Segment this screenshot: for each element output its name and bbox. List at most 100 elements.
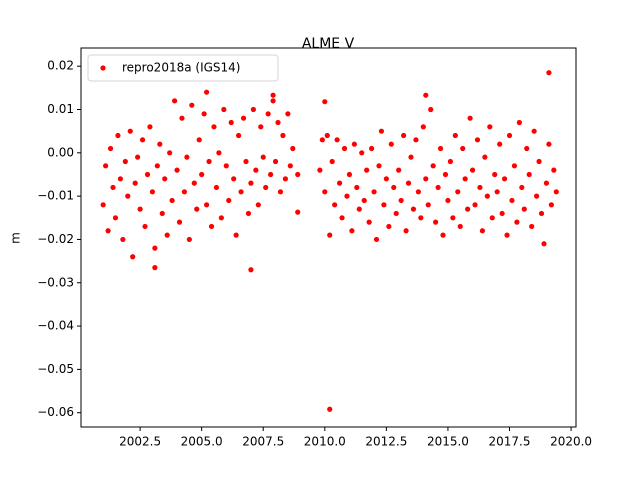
point	[334, 137, 340, 143]
point	[553, 189, 559, 195]
x-tick-label: 2015.0	[427, 435, 469, 449]
point	[371, 189, 377, 195]
point	[324, 132, 330, 139]
point	[287, 163, 293, 169]
point	[263, 184, 269, 191]
point	[238, 189, 244, 195]
point	[339, 215, 345, 221]
point	[236, 132, 242, 139]
point	[487, 124, 493, 130]
point	[265, 111, 271, 117]
point	[322, 99, 328, 105]
point	[322, 189, 328, 195]
point	[452, 132, 458, 139]
y-tick-label: −0.01	[37, 189, 74, 203]
point	[529, 223, 535, 230]
point	[425, 202, 431, 208]
point	[413, 137, 419, 143]
point	[472, 202, 478, 208]
point	[354, 184, 360, 191]
point	[203, 89, 210, 95]
point	[233, 232, 239, 238]
point	[103, 163, 109, 169]
point	[157, 141, 163, 147]
point	[137, 206, 143, 212]
point	[433, 219, 439, 225]
point	[398, 197, 404, 204]
point	[105, 228, 111, 234]
point	[191, 180, 197, 186]
point	[455, 189, 461, 195]
point	[179, 115, 185, 121]
point	[482, 154, 488, 160]
point	[533, 193, 540, 199]
point	[142, 223, 148, 230]
point	[115, 132, 121, 139]
point	[546, 70, 552, 76]
point	[154, 163, 160, 169]
point	[268, 171, 274, 178]
x-tick-label: 2005.0	[181, 435, 223, 449]
point	[499, 210, 505, 217]
point	[228, 119, 234, 126]
point	[423, 176, 429, 182]
point	[401, 132, 407, 139]
legend-box	[87, 54, 279, 82]
point	[356, 206, 362, 212]
point	[460, 145, 466, 152]
point	[132, 180, 138, 186]
point	[489, 215, 495, 221]
point	[497, 141, 503, 147]
legend-marker	[100, 65, 106, 71]
x-tick-label: 2010.0	[304, 435, 346, 449]
point	[526, 171, 532, 178]
y-tick-label: −0.06	[37, 405, 74, 419]
point	[196, 137, 202, 143]
point	[469, 167, 476, 173]
point	[381, 202, 387, 208]
point	[245, 210, 252, 217]
point	[536, 158, 542, 165]
point	[164, 232, 170, 238]
point	[474, 137, 481, 143]
point	[285, 111, 291, 117]
point	[218, 215, 224, 221]
point	[277, 189, 284, 195]
point	[201, 111, 207, 117]
point	[373, 236, 380, 243]
point	[255, 202, 261, 208]
point	[260, 154, 266, 160]
point	[465, 206, 471, 212]
point	[391, 184, 397, 191]
point	[415, 189, 421, 195]
point	[208, 223, 215, 230]
point	[159, 210, 165, 217]
point	[258, 124, 264, 130]
point	[341, 145, 348, 152]
point	[189, 102, 195, 108]
point	[194, 206, 200, 212]
point	[462, 176, 468, 182]
plot-frame	[80, 47, 577, 428]
point	[199, 171, 205, 178]
point	[442, 171, 449, 178]
point	[253, 167, 259, 173]
point	[295, 209, 301, 215]
point	[211, 124, 217, 130]
point	[509, 197, 515, 204]
point	[364, 167, 370, 173]
point	[149, 189, 156, 195]
point	[467, 115, 473, 121]
point	[546, 141, 552, 147]
point	[430, 163, 436, 169]
point	[359, 150, 365, 156]
point	[112, 215, 119, 221]
point	[368, 145, 375, 152]
point	[147, 124, 153, 130]
point	[484, 193, 490, 199]
y-tick-label: 0.01	[47, 102, 74, 116]
point	[223, 163, 229, 169]
point	[531, 128, 537, 134]
point	[477, 184, 483, 191]
point	[410, 206, 417, 212]
